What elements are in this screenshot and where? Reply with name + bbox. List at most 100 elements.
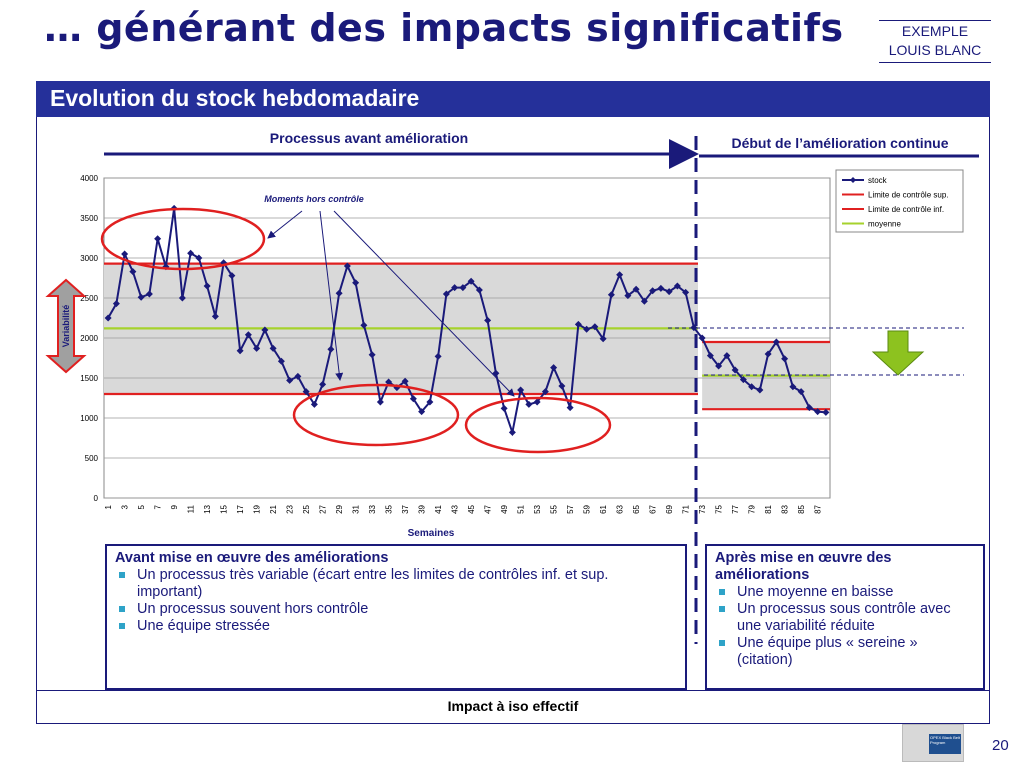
- x-tick-label: 69: [665, 504, 674, 513]
- x-tick-label: 73: [698, 504, 707, 513]
- phase-before-label: Processus avant amélioration: [270, 130, 468, 146]
- stock-data-point: [607, 291, 615, 299]
- variability-arrow: Variabilité: [45, 278, 87, 374]
- stock-data-point: [187, 249, 195, 257]
- stock-data-point: [706, 352, 714, 360]
- x-tick-label: 55: [550, 504, 559, 513]
- annotation-pointer-3: [333, 210, 515, 397]
- stock-data-point: [574, 320, 582, 328]
- stock-data-point: [583, 325, 591, 333]
- gridlines: [104, 177, 830, 499]
- stock-data-point: [632, 285, 640, 293]
- legend-label: moyenne: [868, 220, 901, 229]
- x-tick-label: 11: [187, 504, 196, 513]
- x-tick-label: 1: [104, 504, 113, 509]
- stock-data-point: [508, 428, 516, 436]
- y-tick-label: 1000: [80, 414, 98, 423]
- stock-data-point: [409, 395, 417, 403]
- x-tick-label: 77: [731, 504, 740, 513]
- stock-data-point: [129, 268, 137, 276]
- stock-data-point: [360, 321, 368, 329]
- control-lines: [104, 262, 830, 411]
- y-tick-label: 2500: [80, 294, 98, 303]
- stock-data-point: [401, 377, 409, 385]
- x-tick-label: 9: [170, 504, 179, 509]
- x-tick-label: 31: [352, 504, 361, 513]
- stock-data-point: [467, 277, 475, 285]
- stock-data-point: [649, 287, 657, 295]
- x-tick-label: 51: [517, 504, 526, 513]
- stock-data-point: [533, 398, 541, 406]
- x-tick-label: 71: [682, 504, 691, 513]
- slide-title: … générant des impacts significatifs: [44, 6, 844, 50]
- y-tick-label: 0: [94, 494, 99, 503]
- stock-data-point: [789, 383, 797, 391]
- y-tick-label: 500: [85, 454, 99, 463]
- stock-data-point: [665, 288, 673, 296]
- stock-data-point: [797, 388, 805, 396]
- stock-data-point: [385, 378, 393, 386]
- stock-data-point: [277, 357, 285, 365]
- x-tick-label: 43: [451, 504, 460, 513]
- after-item: Un processus sous contrôle avec une vari…: [719, 601, 975, 635]
- x-tick-label: 19: [253, 504, 262, 513]
- stock-chart: Processus avant amélioration Début de l’…: [45, 130, 979, 644]
- tag-rule-bottom: [879, 62, 991, 63]
- x-tick-label: 79: [748, 504, 757, 513]
- stock-data-point: [698, 334, 706, 342]
- stock-data-point: [310, 400, 318, 408]
- stock-data-point: [566, 404, 574, 412]
- stock-data-point: [748, 383, 756, 391]
- x-tick-label: 41: [434, 504, 443, 513]
- stock-data-point: [484, 316, 492, 324]
- y-axis-ticks: 0 500 1000 1500 2000 2500 3000 3500 4000: [80, 174, 98, 503]
- legend-items: stock Limite de contrôle sup. Limite de co…: [842, 176, 949, 229]
- stock-data-point: [682, 288, 690, 296]
- legend-label: stock: [868, 176, 888, 185]
- x-tick-label: 29: [335, 504, 344, 513]
- after-heading: Après mise en œuvre des améliorations: [715, 550, 892, 583]
- stock-data-point: [805, 404, 813, 412]
- stock-data-point: [343, 262, 351, 270]
- x-tick-label: 23: [286, 504, 295, 513]
- stock-data-point: [541, 388, 549, 396]
- x-axis-ticks: 1 3 5 7 9 11 13 15 17 19 21 23 25 27 29 31 33 35 37 39 41 43 4…: [104, 504, 823, 513]
- stock-data-point: [739, 376, 747, 384]
- legend-label: Limite de contrôle sup.: [868, 191, 949, 200]
- before-item: Un processus très variable (écart entre …: [119, 567, 677, 601]
- stock-data-point: [591, 323, 599, 331]
- after-item: Une moyenne en baisse: [719, 584, 975, 601]
- x-tick-label: 13: [203, 504, 212, 513]
- stock-data-point: [731, 366, 739, 374]
- stock-data-point: [244, 331, 252, 339]
- x-tick-label: 3: [121, 504, 130, 509]
- x-tick-label: 75: [715, 504, 724, 513]
- x-tick-label: 21: [269, 504, 278, 513]
- stock-data-point: [302, 388, 310, 396]
- stock-data-point: [434, 352, 442, 360]
- x-tick-label: 33: [368, 504, 377, 513]
- stock-data-point: [236, 347, 244, 355]
- x-tick-label: 37: [401, 504, 410, 513]
- after-item: Une équipe plus « sereine » (citation): [719, 635, 975, 669]
- stock-data-point: [558, 382, 566, 390]
- stock-data-point: [772, 338, 780, 346]
- x-tick-label: 25: [302, 504, 311, 513]
- stock-data-point: [121, 250, 129, 258]
- stock-data-point: [319, 380, 327, 388]
- legend-marker: [850, 177, 856, 183]
- section-header: Evolution du stock hebdomadaire: [36, 81, 990, 117]
- stock-data-point: [253, 344, 261, 352]
- stock-data-point: [228, 272, 236, 280]
- before-list: Un processus très variable (écart entre …: [115, 567, 677, 635]
- stock-data-point: [715, 362, 723, 370]
- stock-data-point: [492, 369, 500, 377]
- before-item: Une équipe stressée: [119, 618, 677, 635]
- x-tick-label: 57: [566, 504, 575, 513]
- stock-data-point: [368, 351, 376, 359]
- stock-data-point: [814, 408, 822, 416]
- after-list: Une moyenne en baisse Un processus sous …: [715, 584, 975, 669]
- stock-data-point: [261, 326, 269, 334]
- x-tick-label: 83: [781, 504, 790, 513]
